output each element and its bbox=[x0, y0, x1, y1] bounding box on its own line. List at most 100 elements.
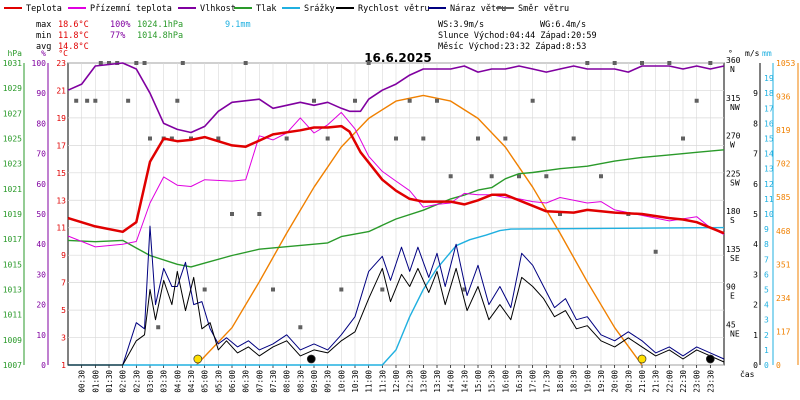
x-tick-label-4: 02:30 bbox=[132, 370, 141, 393]
direction-tick-1: 315 bbox=[726, 94, 741, 103]
direction-label-3: SW bbox=[730, 178, 740, 187]
wind-tick-5: 4 bbox=[753, 240, 758, 249]
marker-moonset bbox=[306, 354, 316, 364]
series-7-point-18 bbox=[230, 212, 234, 216]
info-wg: WG:6.4m/s bbox=[540, 20, 586, 30]
temperature-axis-tick-0: 23 bbox=[56, 59, 66, 68]
direction-tick-2: 270 bbox=[726, 132, 741, 141]
series-7-point-36 bbox=[476, 136, 480, 141]
rain-tick-8: 11 bbox=[764, 195, 774, 204]
series-7-point-15 bbox=[189, 136, 193, 141]
series-4-line bbox=[68, 226, 725, 366]
rain-tick-6: 13 bbox=[764, 165, 774, 174]
marker-sunrise bbox=[193, 354, 203, 364]
rain-tick-4: 15 bbox=[764, 135, 774, 144]
legend-label-0: Teplota bbox=[26, 4, 62, 14]
direction-label-6: E bbox=[730, 292, 735, 301]
rain-tick-9: 10 bbox=[764, 210, 774, 219]
x-tick-label-46: 23:30 bbox=[706, 370, 715, 393]
pressure-axis-tick-5: 1021 bbox=[3, 185, 22, 194]
legend-label-7: Směr větru bbox=[518, 4, 569, 14]
direction-label-1: NW bbox=[730, 103, 740, 112]
series-7-point-8 bbox=[142, 61, 147, 65]
pressure-axis-tick-11: 1009 bbox=[3, 336, 22, 345]
series-2-line bbox=[67, 62, 725, 134]
series-7-point-9 bbox=[148, 136, 152, 141]
x-tick-label-23: 12:00 bbox=[392, 370, 401, 393]
stat-max-label: max bbox=[36, 20, 51, 30]
x-tick-label-28: 14:30 bbox=[460, 370, 469, 393]
stat-max-rain: 9.1mm bbox=[225, 20, 251, 30]
series-7-point-42 bbox=[558, 212, 562, 216]
temperature-axis-tick-9: 5 bbox=[61, 306, 66, 315]
series-7-point-48 bbox=[640, 61, 644, 65]
solar-tick-1: 936 bbox=[776, 93, 791, 102]
series-7-point-31 bbox=[407, 98, 412, 103]
pressure-axis-tick-9: 1013 bbox=[3, 286, 22, 295]
x-tick-label-34: 17:30 bbox=[542, 370, 551, 393]
temperature-axis-tick-6: 11 bbox=[56, 224, 66, 233]
wind-tick-2: 7 bbox=[753, 150, 758, 159]
series-7-point-6 bbox=[126, 98, 131, 103]
pressure-axis-unit: hPa bbox=[8, 49, 23, 58]
x-tick-label-43: 22:00 bbox=[665, 370, 674, 393]
pressure-axis-tick-10: 1011 bbox=[3, 311, 22, 320]
pressure-axis-tick-1: 1029 bbox=[3, 84, 22, 93]
pressure-axis-tick-4: 1023 bbox=[3, 160, 22, 169]
stat-max-hum: 100% bbox=[110, 20, 130, 30]
plot-area bbox=[67, 61, 725, 366]
wind-tick-9: 0 bbox=[753, 361, 758, 370]
series-7-point-14 bbox=[180, 61, 185, 65]
legend-label-2: Vlhkost bbox=[200, 4, 236, 14]
temperature-axis-tick-11: 1 bbox=[61, 361, 66, 370]
series-7-point-38 bbox=[503, 136, 508, 141]
stat-min-hum: 77% bbox=[110, 31, 125, 41]
x-tick-label-45: 23:00 bbox=[693, 370, 702, 393]
stat-max-temp: 18.6°C bbox=[58, 20, 89, 30]
info-block: WS:3.9m/s WG:6.4m/s Slunce Východ:04:44 … bbox=[438, 20, 597, 52]
direction-label-4: S bbox=[730, 216, 735, 225]
rain-tick-0: 19 bbox=[764, 74, 774, 83]
direction-tick-6: 90 bbox=[726, 283, 736, 292]
x-tick-label-10: 05:30 bbox=[214, 370, 223, 393]
solar-tick-8: 117 bbox=[776, 327, 791, 336]
humidity-axis-tick-1: 90 bbox=[36, 89, 46, 98]
x-tick-label-42: 21:30 bbox=[652, 370, 661, 393]
solar-tick-6: 351 bbox=[776, 260, 791, 269]
x-tick-label-25: 13:00 bbox=[419, 370, 428, 393]
temperature-axis-tick-1: 21 bbox=[56, 86, 66, 95]
series-7-point-35 bbox=[462, 287, 467, 292]
series-7-point-7 bbox=[134, 61, 139, 65]
x-tick-label-38: 19:30 bbox=[597, 370, 606, 393]
series-7-point-16 bbox=[202, 287, 207, 292]
series-3-line bbox=[67, 149, 725, 268]
x-tick-label-31: 16:00 bbox=[501, 370, 510, 393]
stat-avg-temp: 14.8°C bbox=[58, 42, 89, 52]
series-7-point-43 bbox=[571, 136, 576, 141]
series-7-point-22 bbox=[284, 136, 289, 141]
rain-tick-11: 8 bbox=[764, 240, 769, 249]
series-7-point-3 bbox=[98, 61, 103, 65]
pressure-axis-tick-0: 1031 bbox=[3, 59, 22, 68]
direction-tick-3: 225 bbox=[726, 169, 741, 178]
series-7-point-24 bbox=[312, 98, 316, 103]
humidity-axis-tick-4: 60 bbox=[36, 180, 46, 189]
x-tick-label-9: 05:00 bbox=[201, 370, 210, 393]
x-tick-label-13: 07:00 bbox=[255, 370, 264, 393]
wind-tick-6: 3 bbox=[753, 270, 758, 279]
stat-min-temp: 11.8°C bbox=[58, 31, 89, 41]
x-tick-label-35: 18:00 bbox=[556, 370, 565, 393]
series-7-point-52 bbox=[694, 98, 699, 103]
wind-tick-3: 6 bbox=[753, 180, 758, 189]
series-7-point-17 bbox=[216, 136, 221, 141]
x-tick-label-1: 01:00 bbox=[91, 370, 100, 393]
marker-sunset bbox=[637, 354, 647, 364]
legend-label-6: Náraz větru bbox=[450, 4, 506, 14]
stats-block: max 18.6°C 100% 1024.1hPa 9.1mm min 11.8… bbox=[36, 20, 251, 52]
temperature-axis-tick-4: 15 bbox=[56, 169, 66, 178]
temperature-axis-tick-2: 19 bbox=[56, 114, 66, 123]
direction-axis-unit: ° bbox=[728, 49, 733, 58]
direction-label-7: NE bbox=[730, 329, 740, 338]
temperature-axis-tick-7: 9 bbox=[61, 251, 66, 260]
